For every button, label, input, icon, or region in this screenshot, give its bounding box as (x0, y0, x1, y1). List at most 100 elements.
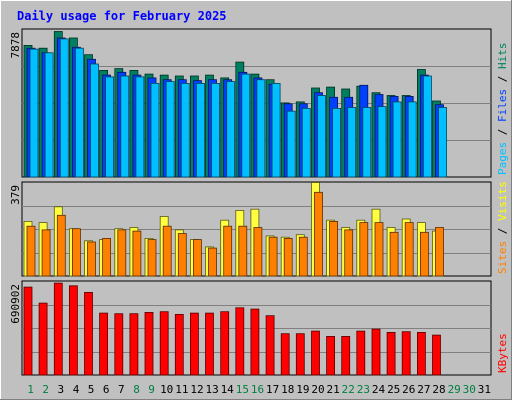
bar (256, 79, 266, 178)
bar (238, 225, 248, 277)
bar (195, 83, 205, 178)
bar (326, 335, 336, 376)
bar (341, 335, 351, 376)
series-pages (29, 38, 447, 178)
bar (329, 220, 339, 277)
bar (72, 228, 81, 277)
bar (132, 230, 142, 277)
x-tick-label: 17 (266, 383, 279, 396)
x-tick-label: 20 (311, 383, 324, 396)
chart-title: Daily usage for February 2025 (17, 9, 227, 23)
bar (38, 302, 48, 376)
bar (422, 75, 432, 178)
bar (144, 311, 154, 376)
x-tick-label: 18 (281, 383, 294, 396)
y-axis-label-part: KBytes (496, 333, 509, 373)
bar (53, 282, 63, 376)
x-tick-label: 12 (190, 383, 203, 396)
bar (29, 48, 39, 178)
x-tick-label: 19 (296, 383, 309, 396)
y-axis-label-part: / (496, 221, 509, 241)
bar (435, 227, 444, 277)
bar (192, 239, 202, 277)
x-tick-label: 3 (57, 383, 64, 396)
bar (165, 81, 175, 178)
y-axis-label-part: / (496, 69, 509, 89)
bar (407, 101, 417, 178)
bar (311, 330, 320, 376)
bar (69, 285, 78, 376)
bar (362, 107, 372, 178)
x-tick-label: 10 (160, 383, 173, 396)
bar (90, 63, 99, 178)
y-axis-label: KBytes (496, 333, 509, 373)
x-tick-label: 7 (118, 383, 125, 396)
bar (114, 313, 124, 376)
x-tick-label: 1 (27, 383, 34, 396)
panel-3: 690902 KBytes (9, 280, 509, 376)
x-tick-label: 2 (42, 383, 49, 396)
bar (44, 52, 54, 178)
x-axis-labels: 1 2 3 4 5 6 7 8 9 10 11 12 13 14 15 16 17 18 19 20 21 22 23 24 2… (27, 383, 491, 396)
x-tick-label: 31 (478, 383, 491, 396)
x-tick-label: 26 (402, 383, 415, 396)
bar (135, 76, 145, 178)
panel-2: 379 Sites / Visits (9, 181, 509, 277)
y-axis-label-part: Files (496, 89, 509, 122)
bar (374, 222, 384, 277)
y-max-label: 690902 (9, 284, 22, 324)
bar (250, 308, 260, 376)
series-sites (26, 191, 444, 277)
bar (392, 101, 402, 178)
bar (102, 237, 111, 277)
bar (87, 241, 96, 277)
x-tick-label: 9 (148, 383, 155, 396)
bar (147, 239, 157, 277)
bar (117, 229, 127, 277)
bar (371, 328, 381, 376)
bar (226, 81, 236, 178)
bar (317, 95, 326, 178)
bar (120, 75, 130, 178)
bar (253, 227, 263, 277)
bar (332, 108, 342, 178)
bar (129, 313, 139, 376)
bar (211, 83, 220, 178)
bar (75, 47, 84, 178)
panel-1: 7878 Pages / Files / Hits (9, 28, 509, 178)
bar (286, 110, 296, 178)
bar (150, 83, 160, 178)
x-tick-label: 28 (432, 383, 445, 396)
bar (223, 225, 233, 277)
bar (389, 231, 399, 277)
bar (347, 107, 357, 178)
x-tick-label: 21 (326, 383, 339, 396)
bar (359, 222, 369, 277)
bar (26, 225, 36, 277)
bar (220, 311, 230, 376)
x-tick-label: 13 (205, 383, 218, 396)
bar (268, 236, 278, 277)
y-axis-label-part: / (496, 122, 509, 142)
bar (105, 76, 114, 178)
x-tick-label: 23 (357, 383, 370, 396)
bar (271, 83, 281, 178)
y-axis-label-part: Sites (496, 241, 509, 274)
bar (416, 331, 426, 376)
bar (295, 333, 305, 376)
x-tick-label: 4 (73, 383, 80, 396)
y-axis-label-part: Visits (496, 181, 509, 221)
bar (174, 313, 184, 376)
bar (235, 307, 245, 376)
y-axis-label: Sites / Visits (496, 181, 509, 274)
bar (265, 315, 275, 376)
bar (280, 333, 290, 376)
bar (56, 214, 66, 277)
x-tick-label: 27 (417, 383, 430, 396)
bar (386, 331, 396, 376)
x-tick-label: 22 (342, 383, 355, 396)
bar (99, 312, 108, 376)
bar (283, 237, 293, 277)
y-axis-label-part: Pages (496, 142, 509, 175)
